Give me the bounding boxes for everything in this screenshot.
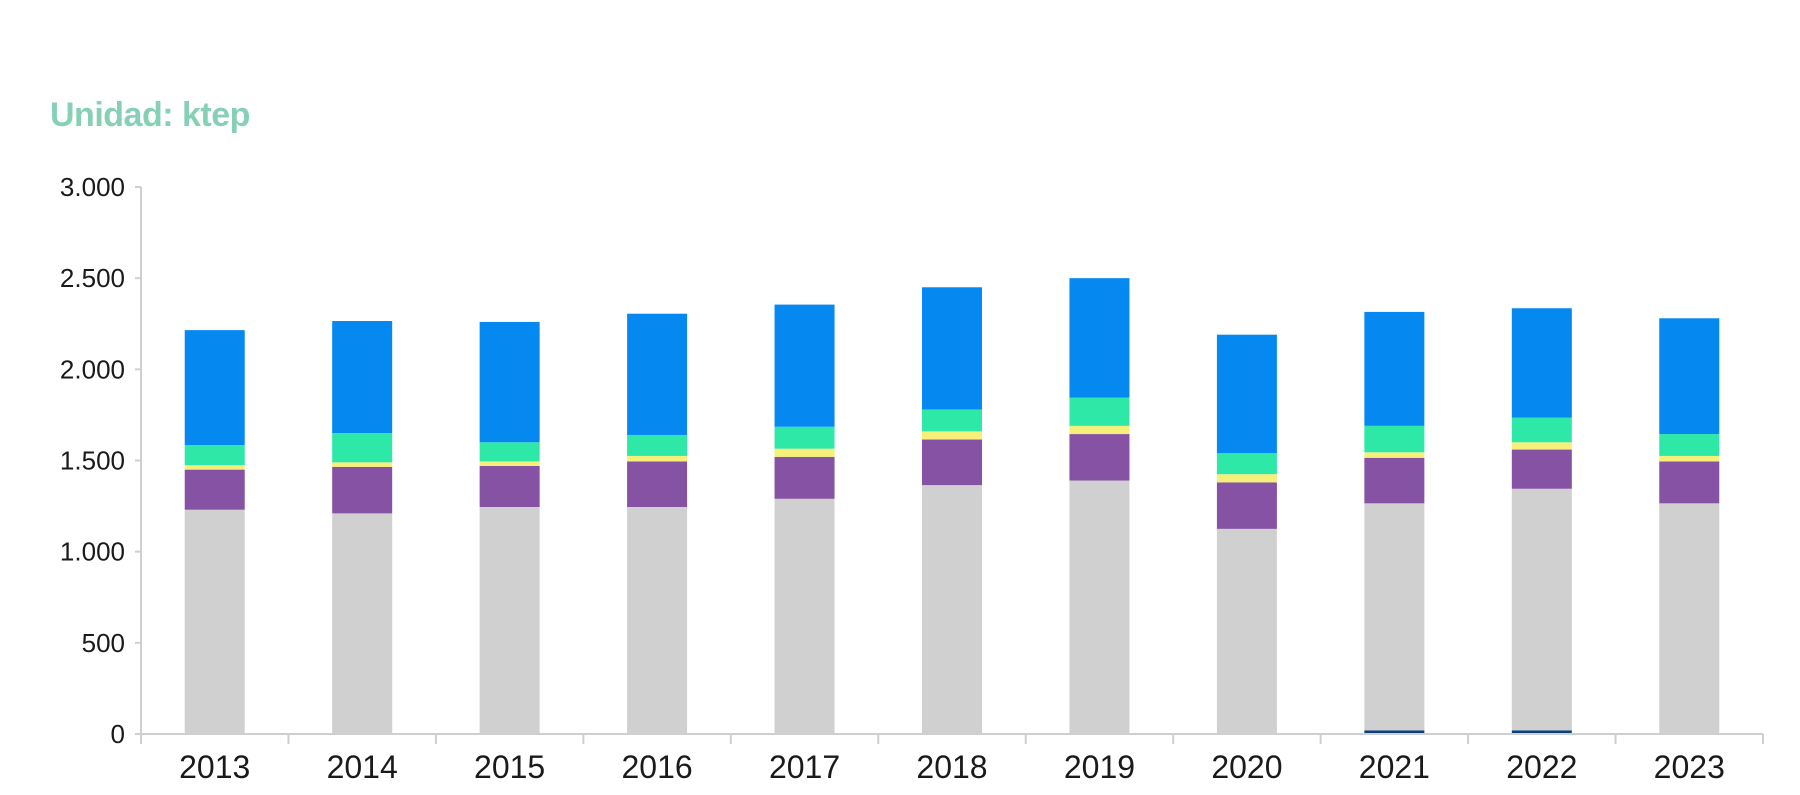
bar-segment-yellow <box>1364 452 1425 458</box>
x-tick-label: 2015 <box>474 749 545 785</box>
bar-segment-light-gray <box>479 506 540 734</box>
bar-segment-mint-green <box>1659 434 1720 456</box>
bar-segment-bright-blue <box>1069 278 1130 398</box>
bar-segment-dark-blue <box>1511 730 1572 734</box>
x-tick-label: 2023 <box>1654 749 1725 785</box>
bar-segment-yellow <box>1659 455 1720 462</box>
bar-segment-mint-green <box>332 433 393 463</box>
bar-segment-mint-green <box>1511 417 1572 443</box>
x-tick-label: 2022 <box>1506 749 1577 785</box>
y-tick-label: 2.500 <box>60 263 125 293</box>
bar-segment-yellow <box>922 431 982 440</box>
bar-segment-purple <box>1069 434 1130 481</box>
y-tick-label: 3.000 <box>60 172 125 202</box>
bar-segment-mint-green <box>1069 397 1130 426</box>
bar-segment-light-gray <box>627 506 688 734</box>
bar-segment-bright-blue <box>332 321 393 434</box>
bar-segment-light-gray <box>184 509 245 734</box>
x-tick-label: 2013 <box>179 749 250 785</box>
bar-segment-mint-green <box>1216 453 1277 475</box>
bar-segment-purple <box>1511 449 1572 489</box>
bar-segment-mint-green <box>922 409 982 432</box>
bar-segment-yellow <box>1511 442 1572 450</box>
bar-segment-bright-blue <box>1511 308 1572 418</box>
y-tick-label: 1.500 <box>60 446 125 476</box>
bar-segment-purple <box>1216 482 1277 529</box>
unit-label: Unidad: ktep <box>50 96 250 134</box>
x-tick-label: 2017 <box>769 749 840 785</box>
x-tick-label: 2019 <box>1064 749 1135 785</box>
bar-segment-yellow <box>184 465 245 470</box>
bar-segment-bright-blue <box>1364 311 1425 426</box>
bar-segment-purple <box>479 465 540 507</box>
x-tick-label: 2016 <box>621 749 692 785</box>
bar-segment-light-gray <box>1659 503 1720 734</box>
bar-segment-bright-blue <box>1216 334 1277 454</box>
bar-segment-purple <box>774 456 835 499</box>
bar-segment-mint-green <box>627 434 688 456</box>
bar-segment-bright-blue <box>627 313 688 435</box>
bar-segment-mint-green <box>1364 425 1425 453</box>
bar-segment-light-gray <box>1511 488 1572 731</box>
bar-segment-yellow <box>1069 425 1130 435</box>
bar-segment-light-gray <box>1069 480 1130 734</box>
bar-segment-bright-blue <box>774 304 835 427</box>
bar-segment-bright-blue <box>184 330 245 446</box>
x-tick-label: 2021 <box>1359 749 1430 785</box>
y-tick-label: 500 <box>82 628 125 658</box>
bar-segment-bright-blue <box>922 287 982 410</box>
bar-segment-bright-blue <box>1659 318 1720 435</box>
axes <box>140 187 1764 744</box>
bar-segment-mint-green <box>184 445 245 466</box>
x-tick-label: 2020 <box>1211 749 1282 785</box>
x-axis-labels: 2013 2014 2015 2016 2017 2018 2019 2020 2021 2022… <box>179 749 1725 785</box>
bar-segment-yellow <box>332 462 393 467</box>
bar-segment-purple <box>1364 457 1425 504</box>
y-tick-label: 2.000 <box>60 354 125 384</box>
bar-segment-light-gray <box>332 513 393 734</box>
bar-segment-purple <box>922 439 982 486</box>
x-tick-label: 2014 <box>327 749 398 785</box>
x-tick-label: 2018 <box>916 749 987 785</box>
bar-segment-light-gray <box>1216 528 1277 734</box>
bar-segment-yellow <box>627 455 688 462</box>
bar-segment-yellow <box>479 461 540 466</box>
bar-segment-light-gray <box>1364 503 1425 731</box>
bar-segment-purple <box>1659 461 1720 504</box>
bar-segment-mint-green <box>479 442 540 462</box>
bar-segment-purple <box>627 461 688 507</box>
y-tick-label: 0 <box>111 719 125 749</box>
bar-segment-light-gray <box>922 485 982 734</box>
bar-segment-light-gray <box>774 498 835 734</box>
y-tick-label: 1.000 <box>60 537 125 567</box>
bar-segment-bright-blue <box>479 321 540 443</box>
bar-segment-dark-blue <box>1364 730 1425 734</box>
bar-segment-mint-green <box>774 426 835 449</box>
bar-segment-yellow <box>1216 474 1277 483</box>
y-axis-ticks: 0 500 1.000 1.500 2.000 2.500 3.000 <box>60 172 141 749</box>
bar-segment-purple <box>184 469 245 510</box>
bar-segment-purple <box>332 466 393 514</box>
bar-segment-yellow <box>774 448 835 457</box>
bar-stacks <box>184 278 1720 734</box>
